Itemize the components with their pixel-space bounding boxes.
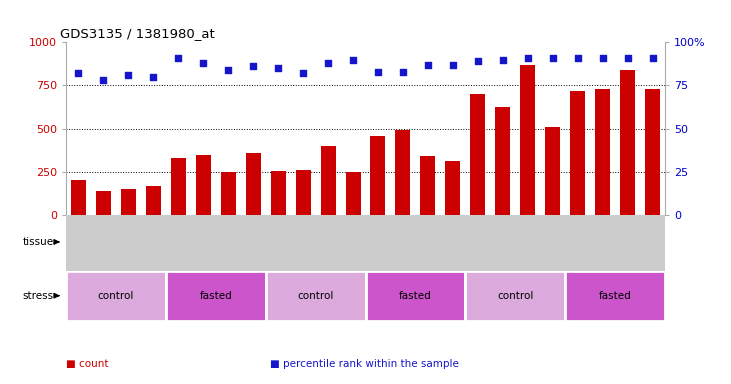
Point — [497, 56, 509, 63]
Text: white adipose tissue: white adipose tissue — [312, 237, 419, 247]
Point — [522, 55, 534, 61]
Point — [597, 55, 609, 61]
Point — [272, 65, 284, 71]
Bar — [496, 107, 510, 215]
Point — [197, 60, 209, 66]
Text: control: control — [497, 291, 534, 301]
Bar — [420, 156, 436, 215]
Text: ■ percentile rank within the sample: ■ percentile rank within the sample — [270, 359, 459, 369]
Point — [347, 56, 359, 63]
Bar — [565, 271, 665, 321]
Bar — [520, 65, 535, 215]
Bar — [445, 161, 461, 215]
Bar — [170, 158, 186, 215]
Bar — [570, 91, 586, 215]
Bar — [71, 180, 86, 215]
Text: fasted: fasted — [399, 291, 432, 301]
Bar — [645, 89, 660, 215]
Point — [372, 68, 384, 74]
Text: fasted: fasted — [599, 291, 632, 301]
Bar — [466, 217, 665, 267]
Text: control: control — [97, 291, 134, 301]
Bar — [295, 170, 311, 215]
Point — [547, 55, 558, 61]
Point — [298, 70, 309, 76]
Bar — [395, 131, 411, 215]
Text: brown adipose tissue: brown adipose tissue — [110, 237, 221, 247]
Bar — [595, 89, 610, 215]
Point — [122, 72, 134, 78]
Bar — [346, 172, 360, 215]
Bar — [371, 136, 385, 215]
Bar — [66, 217, 265, 267]
Point — [148, 74, 159, 80]
Bar — [471, 94, 485, 215]
Text: GDS3135 / 1381980_at: GDS3135 / 1381980_at — [60, 26, 214, 40]
Point — [72, 70, 84, 76]
Bar — [620, 70, 635, 215]
Point — [322, 60, 334, 66]
Bar — [366, 271, 466, 321]
Bar — [145, 186, 161, 215]
Text: tissue: tissue — [23, 237, 54, 247]
Point — [222, 67, 234, 73]
Bar — [96, 191, 111, 215]
Text: liver: liver — [554, 237, 577, 247]
Bar — [246, 153, 260, 215]
Bar — [265, 271, 366, 321]
Point — [572, 55, 583, 61]
Point — [397, 68, 409, 74]
Point — [472, 58, 484, 65]
Text: stress: stress — [23, 291, 54, 301]
Bar — [166, 271, 265, 321]
Bar — [320, 146, 336, 215]
Point — [173, 55, 184, 61]
Bar — [270, 171, 286, 215]
Bar — [265, 217, 466, 267]
Bar — [221, 172, 235, 215]
Bar — [66, 271, 166, 321]
Point — [647, 55, 659, 61]
Bar — [196, 155, 211, 215]
Text: control: control — [298, 291, 334, 301]
Bar — [545, 127, 561, 215]
Bar — [466, 271, 565, 321]
Bar — [121, 189, 136, 215]
Point — [447, 62, 459, 68]
Point — [422, 62, 433, 68]
Point — [622, 55, 634, 61]
Point — [97, 77, 109, 83]
Text: ■ count: ■ count — [66, 359, 108, 369]
Point — [247, 63, 259, 70]
Text: fasted: fasted — [200, 291, 232, 301]
